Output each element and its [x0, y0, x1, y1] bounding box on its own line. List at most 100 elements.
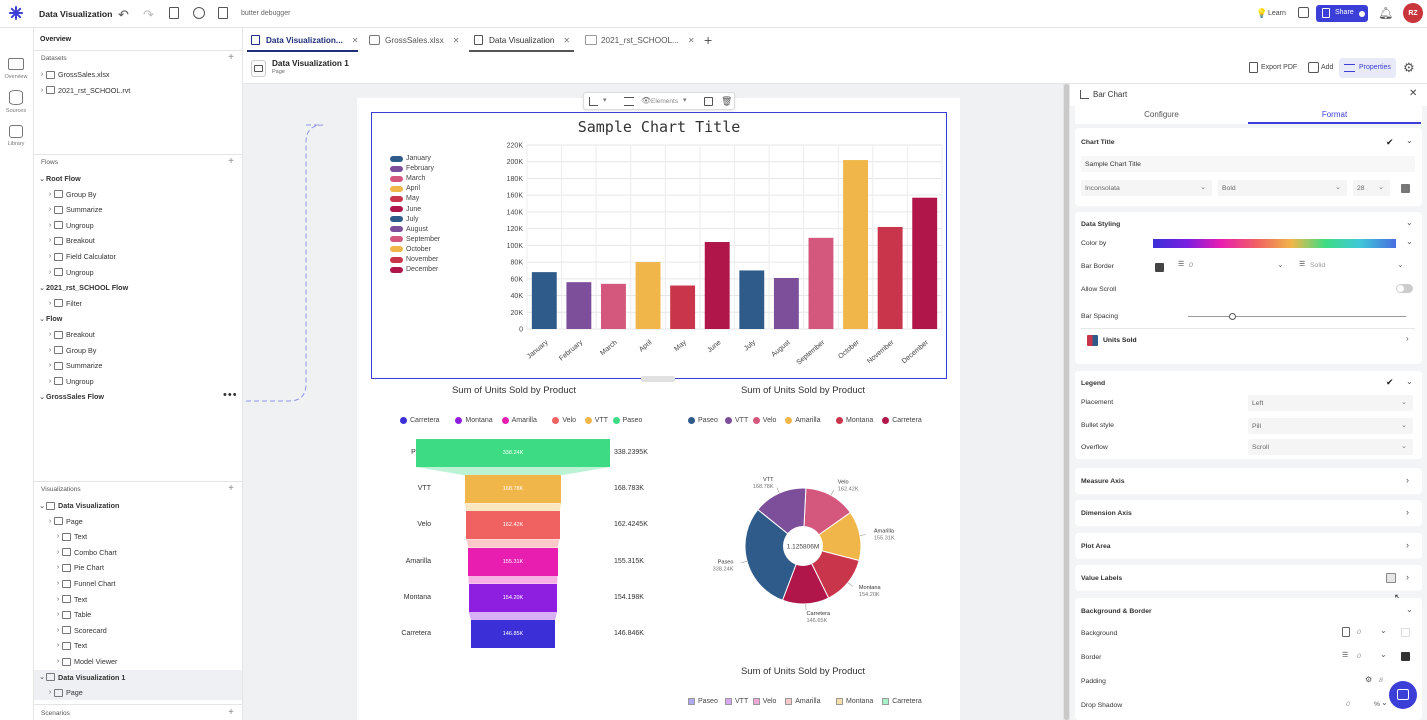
drop-shadow-value[interactable]: 0 — [1346, 701, 1350, 708]
tree-item[interactable]: › Breakout — [34, 233, 242, 248]
export-pdf-icon[interactable] — [1249, 62, 1258, 73]
chevron-right-icon[interactable]: › — [48, 237, 52, 245]
chevron-right-icon[interactable]: › — [1406, 334, 1409, 343]
redo-icon[interactable]: ↷ — [143, 7, 154, 22]
chevron-right-icon[interactable]: › — [48, 206, 52, 214]
legend-item[interactable]: December — [390, 266, 438, 273]
legend-item[interactable]: Carretera — [882, 698, 922, 705]
border-value[interactable]: 0 — [1357, 653, 1361, 660]
plot-area-section[interactable]: Plot Area › — [1075, 533, 1422, 559]
share-button[interactable]: Share — [1316, 5, 1368, 22]
database-icon[interactable] — [9, 90, 23, 105]
dimension-axis-section[interactable]: Dimension Axis › — [1075, 500, 1422, 526]
color-palette-bar[interactable] — [1153, 239, 1396, 248]
tree-item[interactable]: › Summarize — [34, 202, 242, 217]
bar[interactable] — [704, 242, 730, 329]
chevron-down-icon[interactable]: ⌄ — [1406, 377, 1413, 386]
bar-border-style[interactable]: Solid — [1310, 262, 1326, 269]
legend-item[interactable]: Carretera — [400, 417, 440, 424]
debugger-label[interactable]: butter debugger — [241, 10, 291, 17]
chevron-down-icon[interactable]: ⌄ — [1406, 218, 1413, 227]
undo-icon[interactable]: ↶ — [118, 7, 129, 22]
allow-scroll-toggle[interactable] — [1396, 284, 1413, 293]
tree-item[interactable]: › Text — [34, 638, 242, 653]
tab-data-visualization-active[interactable]: Data Visualization... ✕ — [251, 28, 358, 52]
check-icon[interactable]: ✔ — [1386, 137, 1394, 147]
chevron-down-icon[interactable]: ⌄ — [1406, 605, 1413, 614]
tree-item[interactable]: ⌄ Data Visualization — [34, 498, 242, 513]
tree-item[interactable]: › Ungroup — [34, 374, 242, 389]
chevron-right-icon[interactable]: › — [48, 331, 52, 338]
chevron-down-icon[interactable]: ⌄ — [1277, 260, 1284, 269]
history-icon[interactable] — [193, 7, 205, 19]
save-icon[interactable] — [169, 7, 179, 19]
page-canvas[interactable]: ▾ 👁︎ Elements ▾ 🗑︎ Sample Chart Title Ja… — [243, 84, 1063, 720]
value-labels-checkbox[interactable] — [1386, 573, 1396, 583]
font-weight-select[interactable]: Bold ⌄ — [1218, 180, 1347, 196]
add-visualization-icon[interactable]: + — [228, 483, 234, 494]
bar[interactable] — [808, 237, 834, 329]
tree-item[interactable]: ⌄ Flow — [34, 311, 242, 326]
chevron-down-icon[interactable]: ⌄ — [39, 284, 45, 292]
legend-item[interactable]: February — [390, 165, 434, 172]
tree-item[interactable]: › Breakout — [34, 327, 242, 342]
eye-icon[interactable]: 👁︎ — [641, 96, 652, 105]
legend-item[interactable]: October — [390, 246, 431, 253]
border-color-swatch[interactable] — [1155, 263, 1164, 272]
font-color-swatch[interactable] — [1401, 184, 1410, 193]
bar-spacing-slider[interactable] — [1188, 316, 1406, 317]
legend-item[interactable]: Velo — [752, 698, 776, 705]
chevron-right-icon[interactable]: › — [48, 190, 52, 198]
bar-chart-element[interactable]: Sample Chart Title January February March A… — [371, 112, 947, 379]
legend-item[interactable]: June — [390, 206, 421, 213]
chevron-down-icon[interactable]: ⌄ — [1397, 260, 1404, 269]
tree-item[interactable]: › Summarize — [34, 358, 242, 373]
legend-item[interactable]: VTT — [584, 417, 608, 424]
tree-item[interactable]: › Combo Chart — [34, 545, 242, 560]
chevron-down-icon[interactable]: ⌄ — [1406, 136, 1413, 145]
bar[interactable] — [912, 197, 938, 329]
value-labels-section[interactable]: Value Labels › — [1075, 565, 1422, 591]
legend-item[interactable]: VTT — [725, 698, 748, 705]
tab-grosssales[interactable]: GrossSales.xlsx ✕ — [369, 28, 459, 52]
legend-item[interactable]: March — [390, 175, 425, 182]
chevron-right-icon[interactable]: › — [48, 253, 52, 260]
section-label[interactable]: Background & Border — [1081, 608, 1152, 615]
padding-value[interactable]: 8 — [1379, 677, 1383, 684]
add-tab-icon[interactable]: + — [704, 32, 713, 48]
toggle-sidebar-button[interactable] — [251, 60, 266, 77]
funnel-chart[interactable]: Paseo338.24K338.2395KVTT168.78K168.783KV… — [371, 439, 671, 654]
chevron-right-icon[interactable]: › — [56, 580, 60, 587]
tree-item[interactable]: › Group By — [34, 187, 242, 202]
legend-item[interactable]: VTT — [725, 417, 748, 424]
background-color-swatch[interactable] — [1401, 628, 1410, 637]
chevron-down-icon[interactable]: ⌄ — [39, 674, 45, 682]
rail-label-library[interactable]: Library — [7, 141, 25, 147]
legend-item[interactable]: November — [390, 256, 438, 263]
font-size-select[interactable]: 28 ⌄ — [1353, 180, 1390, 196]
tree-item[interactable]: › Ungroup — [34, 265, 242, 280]
export-pdf-button[interactable]: Export PDF — [1261, 64, 1298, 71]
tree-item[interactable]: › Group By — [34, 343, 242, 358]
chevron-down-icon[interactable]: ⌄ — [1380, 626, 1387, 635]
add-scenario-icon[interactable]: + — [228, 707, 234, 718]
series-name[interactable]: Units Sold — [1103, 337, 1137, 344]
bar-border-width[interactable]: 0 — [1189, 262, 1193, 269]
close-icon[interactable]: ✕ — [1409, 88, 1418, 99]
funnel-bar[interactable]: 146.85K — [470, 620, 556, 648]
tab-configure[interactable]: Configure — [1144, 110, 1179, 119]
background-value[interactable]: 0 — [1357, 629, 1361, 636]
dataset-item[interactable]: › GrossSales.xlsx — [34, 67, 242, 82]
funnel-bar[interactable]: 168.78K — [464, 475, 562, 504]
add-dataset-icon[interactable]: + — [228, 52, 234, 63]
add-button[interactable]: Add — [1321, 64, 1334, 71]
chevron-right-icon[interactable]: › — [56, 658, 60, 665]
tree-item[interactable]: › Pie Chart — [34, 560, 242, 575]
chart-icon[interactable] — [1298, 7, 1309, 18]
bar[interactable] — [601, 283, 626, 329]
bar[interactable] — [531, 272, 557, 329]
tree-item[interactable]: › Text — [34, 529, 242, 544]
bell-icon[interactable]: 🔔︎ — [1378, 6, 1394, 20]
resize-handle[interactable] — [641, 376, 675, 382]
